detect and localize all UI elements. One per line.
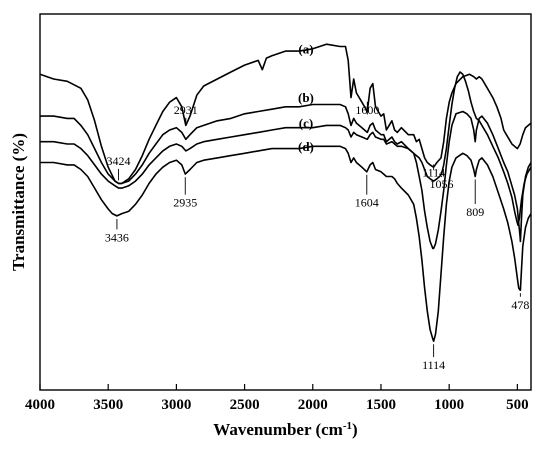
series-label-c: (c) — [299, 116, 313, 131]
peak-label: 1600 — [355, 103, 379, 117]
peak-label: 1114 — [422, 165, 445, 179]
peak-label: 2935 — [173, 196, 197, 210]
peak-label: 1056 — [430, 177, 454, 191]
x-tick-label: 2500 — [230, 397, 260, 413]
x-axis-title: Wavenumber (cm-1) — [213, 420, 357, 439]
x-tick-label: 3000 — [161, 397, 191, 413]
spectra-curves — [39, 43, 532, 343]
series-label-b: (b) — [298, 90, 314, 105]
x-tick-label: 500 — [506, 397, 529, 413]
x-axis-ticks: 4000 3500 3000 2500 2000 1500 1000 500 — [25, 384, 529, 413]
series-line-d — [40, 145, 532, 343]
series-line-a — [39, 43, 532, 185]
x-axis-title-superscript: -1 — [343, 420, 352, 432]
peak-label: 478 — [511, 298, 529, 312]
series-label-a: (a) — [298, 41, 313, 56]
x-axis-title-main: Wavenumber (cm — [213, 420, 343, 439]
series-label-d: (d) — [298, 139, 314, 154]
peak-label: 3436 — [105, 230, 129, 244]
x-tick-label: 4000 — [25, 397, 55, 413]
peak-label: 1114 — [422, 358, 445, 372]
x-tick-label: 2000 — [298, 397, 328, 413]
x-axis-title-suffix: ) — [352, 420, 358, 439]
x-tick-label: 1000 — [434, 397, 464, 413]
series-labels: (a) (b) (c) (d) — [298, 41, 314, 153]
x-tick-label: 3500 — [93, 397, 123, 413]
x-tick-label: 1500 — [366, 397, 396, 413]
peak-label: 2931 — [174, 103, 198, 117]
peak-label: 809 — [466, 205, 484, 219]
peak-label: 1604 — [355, 196, 379, 210]
y-axis-title: Transmittance (%) — [9, 133, 28, 271]
series-line-b — [40, 103, 532, 250]
plot-frame — [39, 13, 532, 391]
peak-label: 3424 — [107, 154, 131, 168]
series-line-c — [40, 71, 532, 226]
